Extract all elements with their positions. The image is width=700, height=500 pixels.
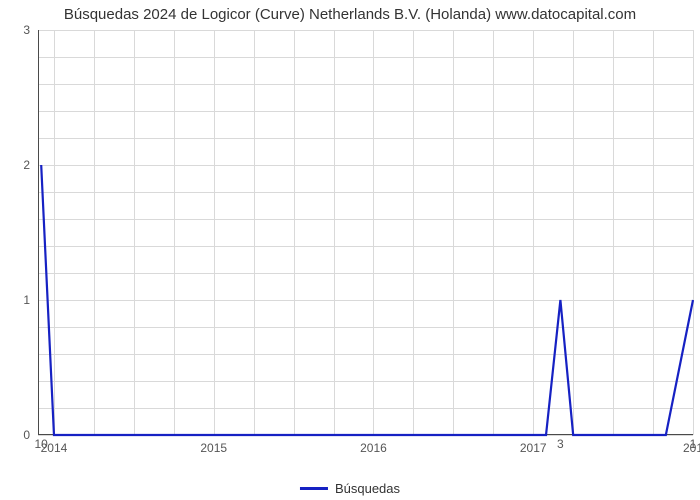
legend-swatch: [300, 487, 328, 490]
y-tick-label: 1: [23, 293, 38, 307]
x-tick-label: 2016: [360, 435, 387, 455]
grid-line-vertical: [693, 30, 694, 435]
chart-title: Búsquedas 2024 de Logicor (Curve) Nether…: [0, 0, 700, 25]
value-label: 1: [690, 437, 697, 451]
y-tick-label: 3: [23, 23, 38, 37]
x-tick-label: 2015: [200, 435, 227, 455]
legend: Búsquedas: [300, 481, 400, 496]
plot-area: 012320142015201620172011031: [38, 30, 693, 435]
value-label: 3: [557, 437, 564, 451]
chart-container: Búsquedas 2024 de Logicor (Curve) Nether…: [0, 0, 700, 500]
x-tick-label: 2017: [520, 435, 547, 455]
line-series: [38, 30, 693, 435]
y-tick-label: 2: [23, 158, 38, 172]
legend-label: Búsquedas: [335, 481, 400, 496]
value-label: 10: [35, 437, 48, 451]
